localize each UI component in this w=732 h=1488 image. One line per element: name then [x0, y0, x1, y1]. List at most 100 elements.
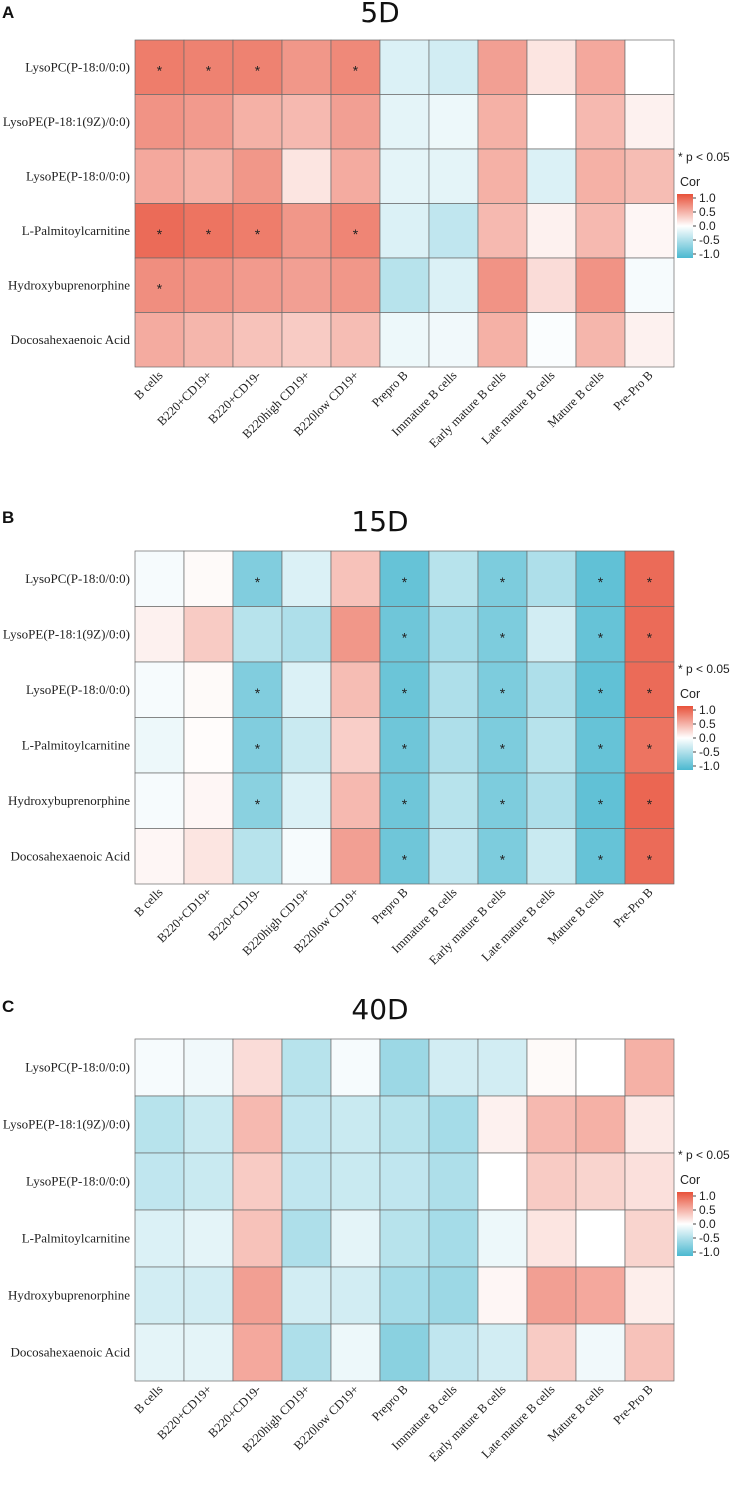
legend-tick-label: 0.0: [699, 219, 716, 233]
panel-letter: C: [2, 997, 14, 1016]
heatmap-cell: [428, 312, 479, 368]
heatmap-cell: [232, 257, 283, 313]
heatmap-cell: [526, 772, 577, 829]
heatmap-cell: [232, 1038, 283, 1097]
significance-note: * p < 0.05: [678, 662, 730, 676]
heatmap-cell: [134, 1266, 185, 1325]
heatmap-cell: [624, 1266, 675, 1325]
heatmap-cell: [281, 1095, 332, 1154]
heatmap-cell: [575, 717, 626, 774]
row-label: LysoPE(P-18:1(9Z)/0:0): [3, 1117, 130, 1132]
heatmap-cell: [330, 772, 381, 829]
heatmap-cell: [281, 1038, 332, 1097]
heatmap-cell: [428, 717, 479, 774]
heatmap-cell: [183, 148, 234, 204]
heatmap-cell: [575, 772, 626, 829]
significance-star: *: [353, 226, 359, 242]
heatmap-cell: [183, 94, 234, 150]
heatmap-cell: [379, 606, 430, 663]
significance-star: *: [353, 62, 359, 78]
significance-markers: * * * * * * * * * * * * * * * * * * * * * * * * * * * *: [255, 574, 653, 868]
heatmap-cell: [428, 1266, 479, 1325]
row-label: Hydroxybuprenorphine: [8, 1288, 130, 1303]
legend-colorbar: [677, 194, 693, 258]
heatmap-cell: [134, 148, 185, 204]
row-label: L-Palmitoylcarnitine: [22, 1231, 131, 1246]
heatmap-cell: [330, 1209, 381, 1268]
heatmap-cell: [183, 661, 234, 718]
heatmap-cell: [281, 94, 332, 150]
legend-title: Cor: [680, 687, 700, 701]
heatmap-cell: [428, 772, 479, 829]
heatmap-cell: [281, 772, 332, 829]
heatmap-cell: [134, 606, 185, 663]
heatmap-cell: [232, 148, 283, 204]
heatmap-cell: [477, 94, 528, 150]
heatmap-cell: [183, 1209, 234, 1268]
heatmap-cell: [281, 257, 332, 313]
heatmap-cell: [232, 772, 283, 829]
heatmap-cell: [183, 772, 234, 829]
heatmap-cell: [477, 772, 528, 829]
heatmap-cell: [281, 606, 332, 663]
heatmap-cell: [379, 148, 430, 204]
row-label: Docosahexaenoic Acid: [11, 848, 131, 863]
heatmap-cell: [330, 148, 381, 204]
heatmap-cell: [575, 203, 626, 259]
heatmap-cell: [281, 661, 332, 718]
heatmap-cell: [526, 148, 577, 204]
legend-tick-label: -0.5: [699, 745, 720, 759]
heatmap-cell: [379, 39, 430, 95]
heatmap-cell: [379, 94, 430, 150]
heatmap-cell: [330, 828, 381, 885]
heatmap-cells: [134, 1038, 675, 1382]
heatmap-cell: [624, 550, 675, 607]
heatmap-cell: [624, 257, 675, 313]
significance-star: *: [598, 740, 604, 756]
heatmap-cell: [183, 1152, 234, 1211]
heatmap-cell: [575, 1095, 626, 1154]
significance-star: *: [647, 629, 653, 645]
heatmap-cell: [526, 257, 577, 313]
heatmap-cell: [575, 1323, 626, 1382]
heatmap-cell: [232, 94, 283, 150]
heatmap-cell: [575, 312, 626, 368]
heatmap-cell: [281, 312, 332, 368]
heatmap-cell: [575, 1266, 626, 1325]
heatmap-cell: [428, 203, 479, 259]
row-label: L-Palmitoylcarnitine: [22, 223, 131, 238]
heatmap-cell: [232, 1095, 283, 1154]
legend-tick-label: 0.5: [699, 717, 716, 731]
significance-star: *: [500, 574, 506, 590]
legend-ticks: 1.00.50.0-0.5-1.0: [693, 703, 720, 773]
heatmap-cell: [428, 1038, 479, 1097]
heatmap-cell: [526, 1038, 577, 1097]
heatmap-cell: [477, 1323, 528, 1382]
heatmap-cell: [477, 257, 528, 313]
heatmap-cell: [232, 1152, 283, 1211]
heatmap-cell: [134, 661, 185, 718]
significance-star: *: [255, 226, 261, 242]
row-label: L-Palmitoylcarnitine: [22, 737, 131, 752]
heatmap-cell: [624, 1095, 675, 1154]
heatmap-cell: [134, 828, 185, 885]
heatmap-cell: [575, 661, 626, 718]
heatmap-cell: [232, 39, 283, 95]
significance-markers: * * * * * * * * *: [157, 62, 359, 296]
heatmap-cell: [281, 1209, 332, 1268]
heatmap-cell: [379, 772, 430, 829]
heatmap-cell: [477, 312, 528, 368]
legend-tick-label: -1.0: [699, 1245, 720, 1259]
legend: * p < 0.05 Cor 1.00.50.0-0.5-1.0: [677, 662, 730, 773]
significance-star: *: [255, 574, 261, 590]
row-label: LysoPC(P-18:0/0:0): [25, 571, 130, 586]
heatmap-cell: [134, 94, 185, 150]
panel-a: A 5D * * * * * * * * * LysoPC(P-18:0/0:0) LysoPE(…: [2, 0, 730, 451]
heatmap-cell: [379, 1266, 430, 1325]
heatmap-cell: [330, 203, 381, 259]
heatmap-cell: [281, 717, 332, 774]
heatmap-cell: [379, 203, 430, 259]
panel-c: C 40D LysoPC(P-18:0/0:0) LysoPE(P-18:1(9Z…: [2, 993, 730, 1465]
heatmap-cell: [428, 1095, 479, 1154]
heatmap-cell: [379, 1209, 430, 1268]
